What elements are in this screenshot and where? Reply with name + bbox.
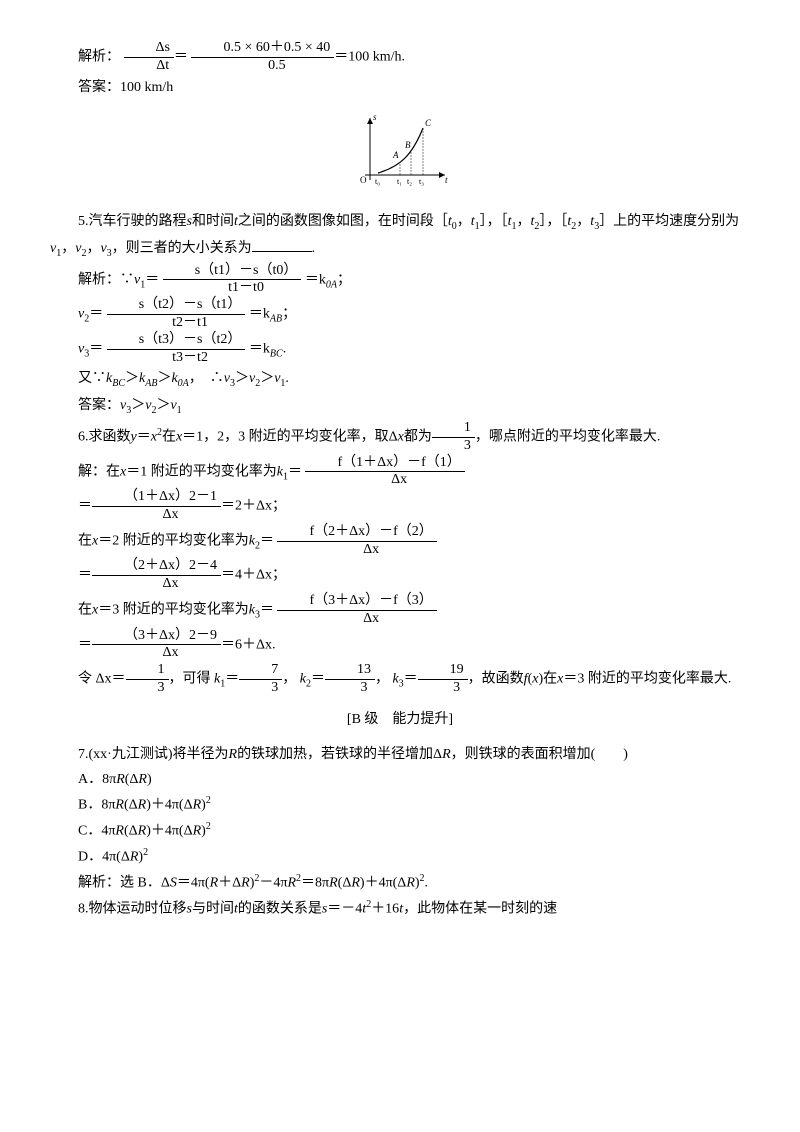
- svg-text:O: O: [360, 175, 367, 185]
- svg-text:t: t: [445, 175, 448, 185]
- answer-5: 答案：v3＞v2＞v1: [50, 393, 750, 420]
- blank: [252, 237, 312, 252]
- fraction: 0.5 × 60＋0.5 × 40 0.5: [191, 40, 334, 75]
- svg-text:t₂: t₂: [407, 177, 412, 186]
- svg-text:t₁: t₁: [397, 177, 402, 186]
- answer-4: 答案：100 km/h: [50, 75, 750, 100]
- option-a: A．8πR(ΔR): [50, 767, 750, 792]
- question-5: 5.汽车行驶的路程s和时间t之间的函数图像如图，在时间段［t0，t1］，［t1，…: [50, 209, 750, 263]
- svg-text:t₃: t₃: [419, 177, 424, 186]
- option-d: D．4π(ΔR)2: [50, 844, 750, 870]
- fraction: Δs Δt: [124, 40, 174, 75]
- solution-7: 解析：选 B．ΔS＝4π(R＋ΔR)2－4πR2＝8πR(ΔR)＋4π(ΔR)2…: [50, 870, 750, 896]
- svg-text:C: C: [425, 118, 432, 128]
- option-c: C．4πR(ΔR)＋4π(ΔR)2: [50, 818, 750, 844]
- section-b-title: [B 级 能力提升]: [50, 707, 750, 732]
- question-8: 8.物体运动时位移s与时间t的函数关系是s＝－4t2＋16t，此物体在某一时刻的…: [50, 896, 750, 922]
- question-6: 6.求函数y＝x2在x＝1，2，3 附近的平均变化率，取Δx都为13，哪点附近的…: [50, 420, 750, 455]
- solution-4: 解析： Δs Δt ＝ 0.5 × 60＋0.5 × 40 0.5 ＝100 k…: [50, 40, 750, 75]
- option-b: B．8πR(ΔR)＋4π(ΔR)2: [50, 792, 750, 818]
- solution-5: 解析：∵v1＝ s（t1）－s（t0）t1－t0 ＝k0A；: [50, 263, 750, 298]
- solution-6: 解：在x＝1 附近的平均变化率为k1＝ f（1＋Δx）－f（1）Δx: [50, 455, 750, 490]
- graph-figure: O t₀ t₁ t₂ t₃ A B C s t: [50, 110, 750, 199]
- svg-text:s: s: [373, 112, 377, 122]
- question-7: 7.(xx·九江测试)将半径为R的铁球加热，若铁球的半径增加ΔR，则铁球的表面积…: [50, 742, 750, 767]
- svg-text:B: B: [405, 140, 411, 150]
- svg-text:t₀: t₀: [375, 177, 380, 186]
- svg-text:A: A: [392, 150, 399, 160]
